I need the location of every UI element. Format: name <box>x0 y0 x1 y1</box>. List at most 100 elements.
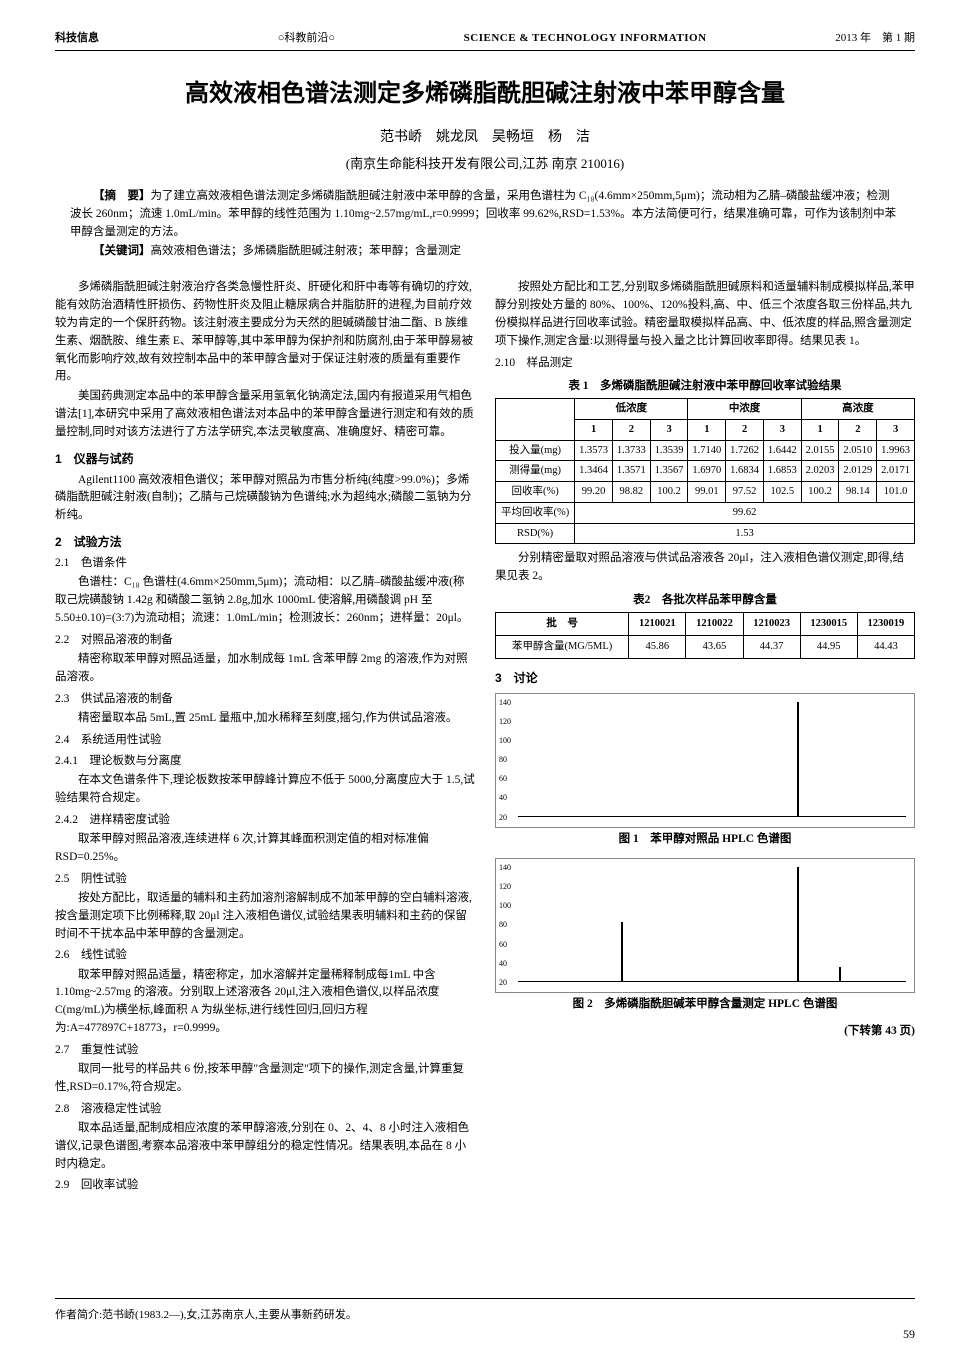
t2-batch: 1230015 <box>800 613 857 636</box>
abstract-block: 【摘 要】为了建立高效液相色谱法测定多烯磷脂酰胆碱注射液中苯甲醇的含量，采用色谱… <box>55 188 915 261</box>
s28-text: 取本品适量,配制成相应浓度的苯甲醇溶液,分别在 0、2、4、8 小时注入液相色谱… <box>55 1120 475 1173</box>
t1-cell: 2.0203 <box>801 461 839 482</box>
t1-cell: 1.6853 <box>763 461 801 482</box>
affiliation: (南京生命能科技开发有限公司,江苏 南京 210016) <box>55 154 915 174</box>
keywords-label: 【关键词】 <box>93 245 151 257</box>
page-number: 59 <box>903 1325 915 1343</box>
ytick: 120 <box>499 716 511 728</box>
s27-text: 取同一批号的样品共 6 份,按苯甲醇"含量测定"项下的操作,测定含量,计算重复性… <box>55 1061 475 1097</box>
t1-avg-label: 平均回收率(%) <box>496 502 575 523</box>
t1-subcol: 1 <box>801 419 839 440</box>
ytick: 60 <box>499 939 511 951</box>
t2-batch: 1230019 <box>857 613 914 636</box>
article-title: 高效液相色谱法测定多烯磷脂酰胆碱注射液中苯甲醇含量 <box>55 76 915 112</box>
t1-cell: 98.82 <box>612 482 650 503</box>
header-left: 科技信息 <box>55 30 99 47</box>
intro-p1: 多烯磷脂酰胆碱注射液治疗各类急慢性肝炎、肝硬化和肝中毒等有确切的疗效,能有效防治… <box>55 279 475 386</box>
s27-head: 2.7 重复性试验 <box>55 1042 475 1059</box>
t1-cell: 98.14 <box>839 482 877 503</box>
s26-text: 取苯甲醇对照品适量，精密称定，加水溶解并定量稀释制成每1mL 中含 1.10mg… <box>55 967 475 1038</box>
s28-head: 2.8 溶液稳定性试验 <box>55 1101 475 1118</box>
s242-text: 取苯甲醇对照品溶液,连续进样 6 次,计算其峰面积测定值的相对标准偏 RSD=0… <box>55 831 475 867</box>
author-info-footer: 作者简介:范书峤(1983.2—),女,江苏南京人,主要从事新药研发。 <box>55 1298 915 1324</box>
t2-cell: 45.86 <box>629 635 686 658</box>
t1-cell: 2.0510 <box>839 440 877 461</box>
abstract-label: 【摘 要】 <box>93 190 151 202</box>
t2-batch: 1210021 <box>629 613 686 636</box>
t1-cell: 100.2 <box>801 482 839 503</box>
t2-header-label: 批 号 <box>496 613 629 636</box>
t1-cell: 2.0129 <box>839 461 877 482</box>
ytick: 40 <box>499 792 511 804</box>
continue-note: (下转第 43 页) <box>495 1023 915 1040</box>
s21-text: 色谱柱：C₁₈ 色谱柱(4.6mm×250mm,5μm)；流动相：以乙腈–磷酸盐… <box>55 574 475 627</box>
authors: 范书峤 姚龙凤 吴畅垣 杨 洁 <box>55 127 915 148</box>
chart-2: 14012010080604020 <box>495 858 915 993</box>
table1-group-mid: 中浓度 <box>688 399 801 420</box>
t1-cell: 1.3567 <box>650 461 688 482</box>
t1-cell: 102.5 <box>763 482 801 503</box>
t1-subcol: 3 <box>650 419 688 440</box>
s25-head: 2.5 阴性试验 <box>55 871 475 888</box>
table2-intro: 分别精密量取对照品溶液与供试品溶液各 20μl，注入液相色谱仪测定,即得,结果见… <box>495 550 915 586</box>
t2-cell: 43.65 <box>686 635 743 658</box>
intro-p2: 美国药典测定本品中的苯甲醇含量采用氢氧化钠滴定法,国内有报道采用气相色谱法[1]… <box>55 388 475 441</box>
chart2-peak-1 <box>621 922 623 982</box>
fig1-caption: 图 1 苯甲醇对照品 HPLC 色谱图 <box>495 831 915 848</box>
right-column: 按照处方配比和工艺,分别取多烯磷脂酰胆碱原料和适量辅料制成模拟样品,苯甲醇分别按… <box>495 279 915 1196</box>
ytick: 20 <box>499 812 511 824</box>
s1-text: Agilent1100 高效液相色谱仪；苯甲醇对照品为市售分析纯(纯度>99.0… <box>55 472 475 525</box>
t1-cell: 1.7140 <box>688 440 726 461</box>
s242-head: 2.4.2 进样精密度试验 <box>55 812 475 829</box>
s22-text: 精密称取苯甲醇对照品适量，加水制成每 1mL 含苯甲醇 2mg 的溶液,作为对照… <box>55 651 475 687</box>
table1-title: 表 1 多烯磷脂酰胆碱注射液中苯甲醇回收率试验结果 <box>495 378 915 395</box>
chart1-yaxis: 14012010080604020 <box>499 697 511 824</box>
page-header: 科技信息 ○科教前沿○ SCIENCE & TECHNOLOGY INFORMA… <box>55 30 915 51</box>
s21-head: 2.1 色谱条件 <box>55 555 475 572</box>
ytick: 100 <box>499 900 511 912</box>
header-midleft: ○科教前沿○ <box>278 30 335 47</box>
t1-subcol: 1 <box>575 419 613 440</box>
chart1-baseline <box>518 816 906 817</box>
s22-head: 2.2 对照品溶液的制备 <box>55 632 475 649</box>
s29-head: 2.9 回收率试验 <box>55 1177 475 1194</box>
keywords-text: 高效液相色谱法；多烯磷脂酰胆碱注射液；苯甲醇；含量测定 <box>151 245 462 257</box>
t2-batch: 1210022 <box>686 613 743 636</box>
fig2-caption: 图 2 多烯磷脂酰胆碱苯甲醇含量测定 HPLC 色谱图 <box>495 996 915 1013</box>
table1-group-high: 高浓度 <box>801 399 914 420</box>
t1-cell: 1.3573 <box>575 440 613 461</box>
t1-subcol: 2 <box>612 419 650 440</box>
section-3-head: 3 讨论 <box>495 669 915 687</box>
s23-text: 精密量取本品 5mL,置 25mL 量瓶中,加水稀释至刻度,摇匀,作为供试品溶液… <box>55 710 475 728</box>
t1-avg-val: 99.62 <box>575 502 915 523</box>
t1-cell: 1.6834 <box>726 461 764 482</box>
header-center: SCIENCE & TECHNOLOGY INFORMATION <box>464 30 707 47</box>
t1-row-label: 测得量(mg) <box>496 461 575 482</box>
ytick: 140 <box>499 697 511 709</box>
t1-cell: 101.0 <box>877 482 915 503</box>
t1-cell: 1.3571 <box>612 461 650 482</box>
chart-1: 14012010080604020 <box>495 693 915 828</box>
s241-head: 2.4.1 理论板数与分离度 <box>55 753 475 770</box>
s25-text: 按处方配比，取适量的辅料和主药加溶剂溶解制成不加苯甲醇的空白辅料溶液,按含量测定… <box>55 890 475 943</box>
t1-cell: 1.3733 <box>612 440 650 461</box>
ytick: 40 <box>499 958 511 970</box>
ytick: 80 <box>499 919 511 931</box>
s241-text: 在本文色谱条件下,理论板数按苯甲醇峰计算应不低于 5000,分离度应大于 1.5… <box>55 772 475 808</box>
ytick: 80 <box>499 754 511 766</box>
t1-row-label: 投入量(mg) <box>496 440 575 461</box>
t1-cell: 1.3539 <box>650 440 688 461</box>
s210-head: 2.10 样品测定 <box>495 355 915 372</box>
left-column: 多烯磷脂酰胆碱注射液治疗各类急慢性肝炎、肝硬化和肝中毒等有确切的疗效,能有效防治… <box>55 279 475 1196</box>
t1-cell: 99.20 <box>575 482 613 503</box>
t1-subcol: 2 <box>726 419 764 440</box>
chart2-peak-3 <box>839 967 841 982</box>
s23-head: 2.3 供试品溶液的制备 <box>55 691 475 708</box>
t1-rsd-label: RSD(%) <box>496 523 575 544</box>
t2-batch: 1210023 <box>743 613 800 636</box>
ytick: 120 <box>499 881 511 893</box>
t2-cell: 44.43 <box>857 635 914 658</box>
t1-rsd-val: 1.53 <box>575 523 915 544</box>
chart2-yaxis: 14012010080604020 <box>499 862 511 989</box>
t1-cell: 1.7262 <box>726 440 764 461</box>
